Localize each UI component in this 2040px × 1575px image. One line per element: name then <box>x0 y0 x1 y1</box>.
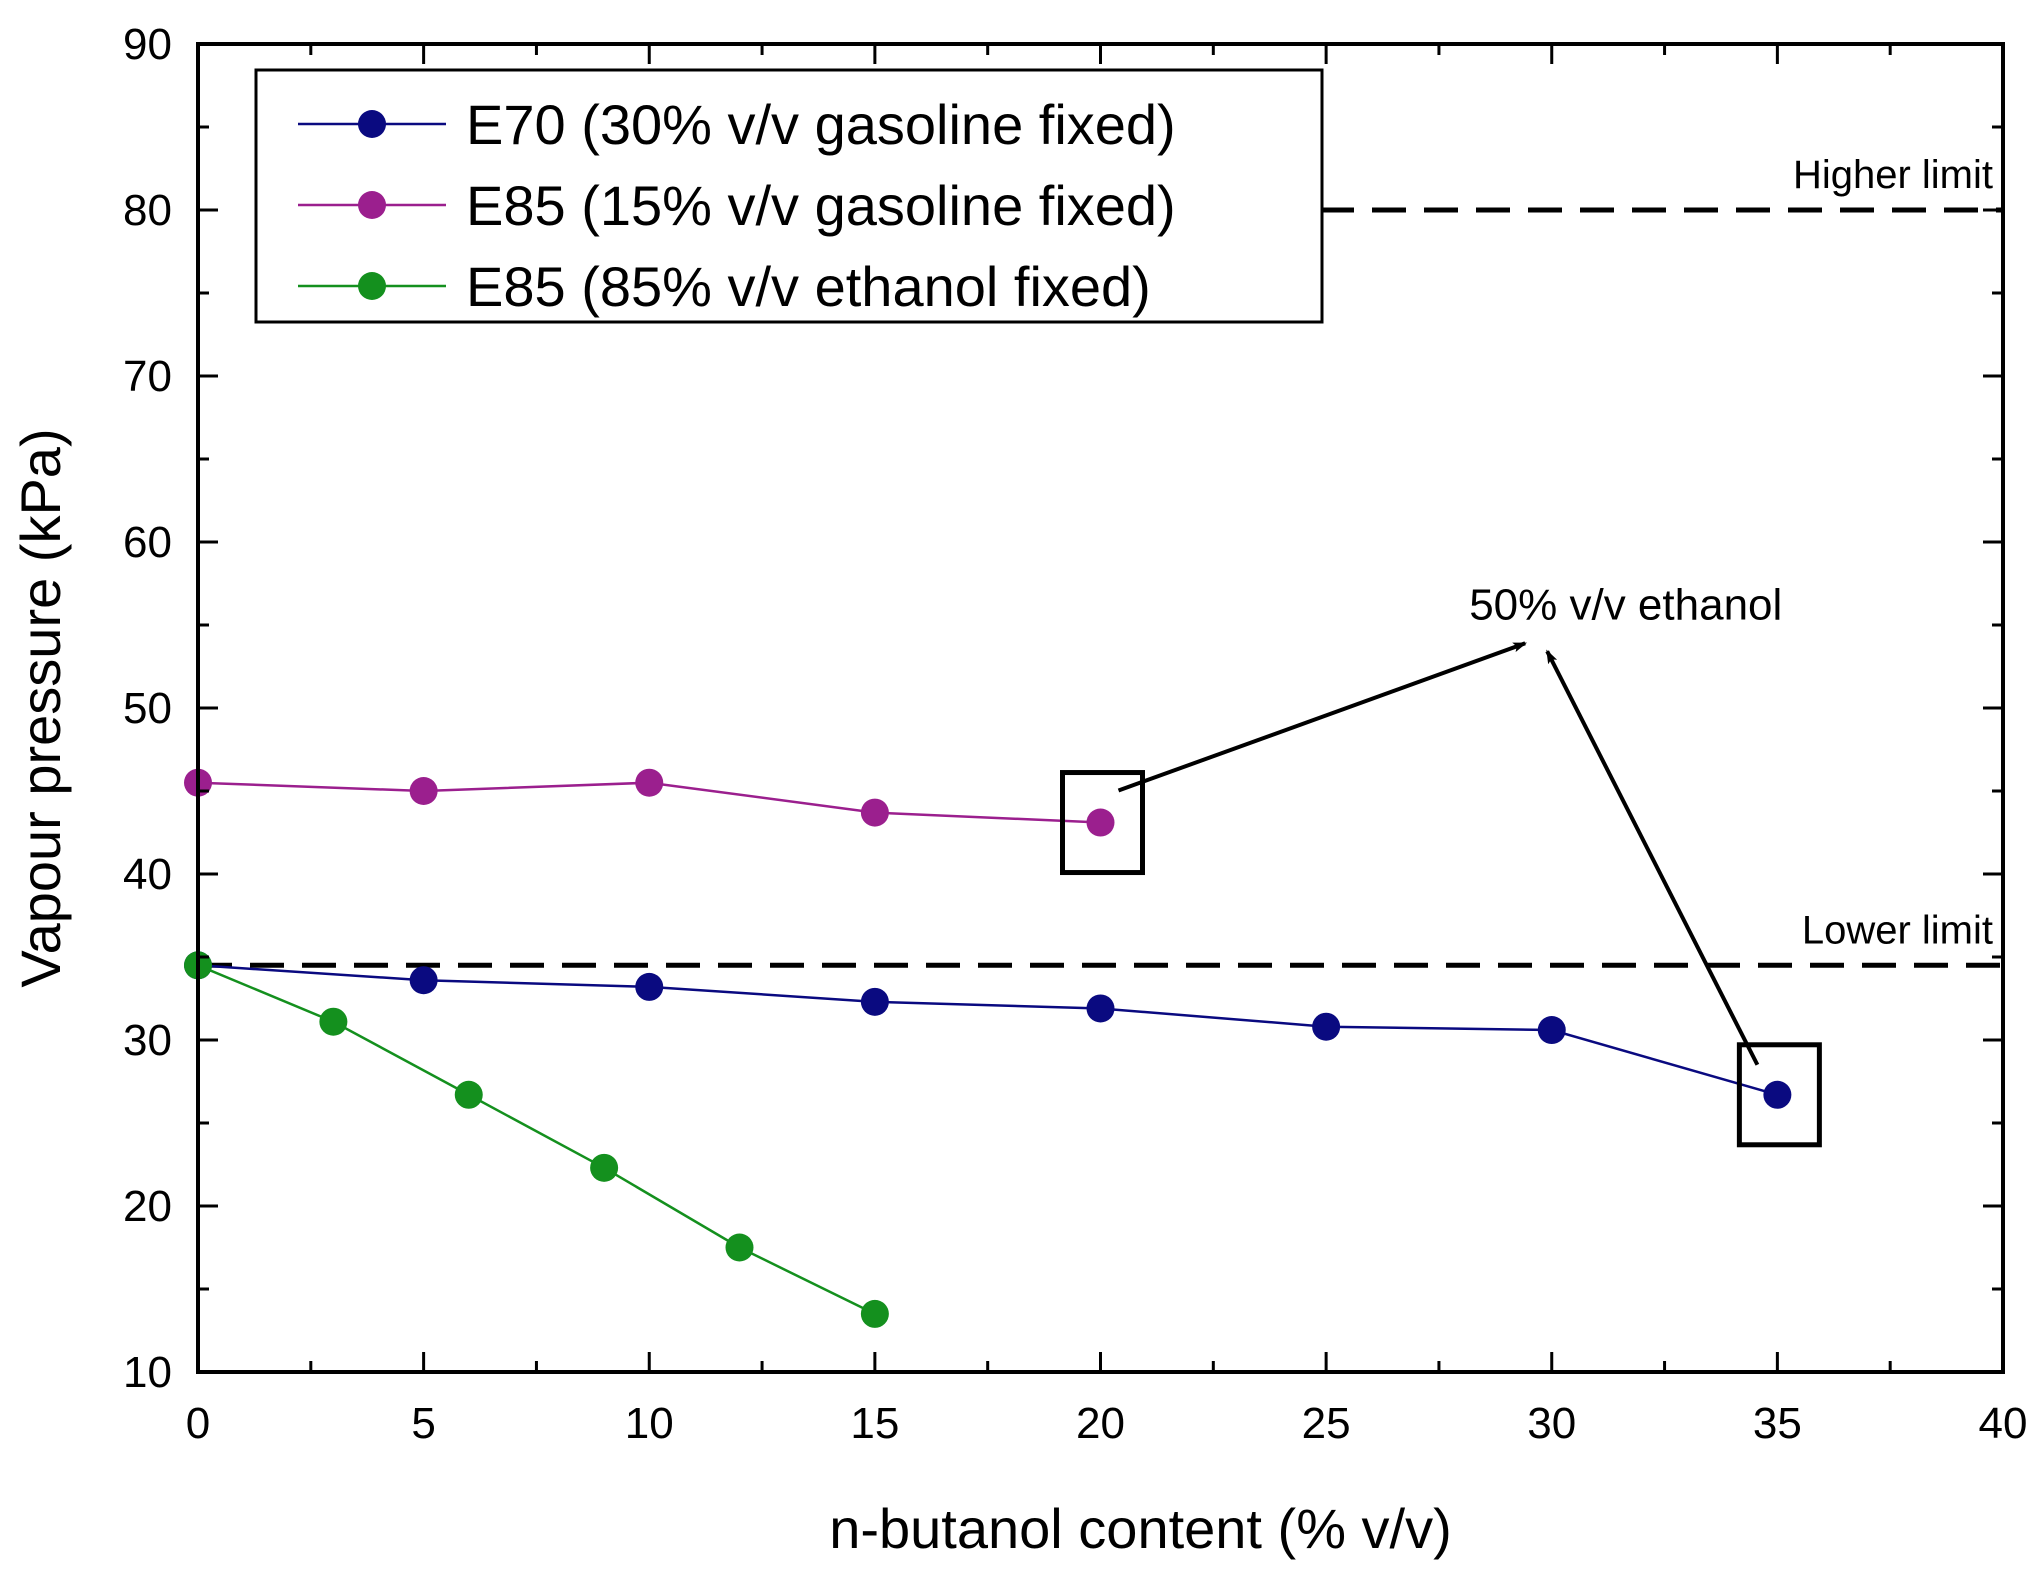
x-tick-label: 35 <box>1753 1399 1802 1448</box>
x-tick-label: 5 <box>411 1399 435 1448</box>
x-axis-title: n-butanol content (% v/v) <box>829 1497 1452 1560</box>
data-point <box>319 1007 348 1036</box>
y-tick-label: 40 <box>123 850 172 899</box>
series-layer <box>184 768 1792 1328</box>
x-tick-label: 25 <box>1302 1399 1351 1448</box>
y-tick-label: 80 <box>123 186 172 235</box>
annotation-text: 50% v/v ethanol <box>1469 580 1782 629</box>
series-line <box>197 964 1778 1096</box>
annotation-arrow <box>1545 649 1760 1066</box>
y-tick-label: 30 <box>123 1016 172 1065</box>
x-tick-label: 0 <box>186 1399 210 1448</box>
x-tick-label: 40 <box>1979 1399 2028 1448</box>
x-tick-label: 20 <box>1076 1399 1125 1448</box>
highlight-box <box>1060 770 1145 876</box>
data-point <box>590 1153 619 1182</box>
x-tick-label: 30 <box>1527 1399 1576 1448</box>
legend-label: E85 (15% v/v gasoline fixed) <box>466 174 1176 237</box>
legend-marker <box>358 110 386 138</box>
legend-label: E85 (85% v/v ethanol fixed) <box>466 255 1151 318</box>
y-tick-label: 10 <box>123 1348 172 1397</box>
data-point <box>860 1299 889 1328</box>
reference-lines: Higher limit Lower limit <box>198 153 2003 968</box>
x-tick-label: 15 <box>850 1399 899 1448</box>
axes: 0 5 10 15 20 25 30 35 40 10 20 30 40 50 60 70 80 90 <box>123 20 2027 1448</box>
legend-marker <box>358 191 386 219</box>
legend-box <box>254 68 1324 324</box>
y-tick-label: 20 <box>123 1182 172 1231</box>
y-axis-title: Vapour pressure (kPa) <box>9 428 72 987</box>
data-point <box>635 768 664 797</box>
y-tick-label: 90 <box>123 20 172 69</box>
data-point <box>635 972 664 1001</box>
data-point <box>454 1080 483 1109</box>
data-point <box>1312 1012 1341 1041</box>
annotation: 50% v/v ethanol <box>1060 580 1822 1148</box>
data-point <box>1086 808 1115 837</box>
data-point <box>860 798 889 827</box>
reference-line-label: Higher limit <box>1793 153 1993 197</box>
legend-marker <box>358 272 386 300</box>
data-point <box>409 777 438 805</box>
reference-line-label: Lower limit <box>1802 908 1993 952</box>
y-tick-label: 70 <box>123 352 172 401</box>
series-line <box>197 964 876 1316</box>
y-tick-label: 50 <box>123 684 172 733</box>
data-point <box>409 966 438 995</box>
data-point <box>860 987 889 1016</box>
data-point <box>1086 994 1115 1023</box>
data-point <box>725 1233 754 1262</box>
y-tick-label: 60 <box>123 518 172 567</box>
annotation-arrow <box>1117 641 1528 793</box>
legend-label: E70 (30% v/v gasoline fixed) <box>466 93 1176 156</box>
data-point <box>1763 1080 1792 1109</box>
legend: E70 (30% v/v gasoline fixed) E85 (15% v/v… <box>254 68 1324 324</box>
highlight-box <box>1736 1042 1822 1148</box>
data-point <box>1537 1016 1566 1045</box>
x-tick-label: 10 <box>625 1399 674 1448</box>
